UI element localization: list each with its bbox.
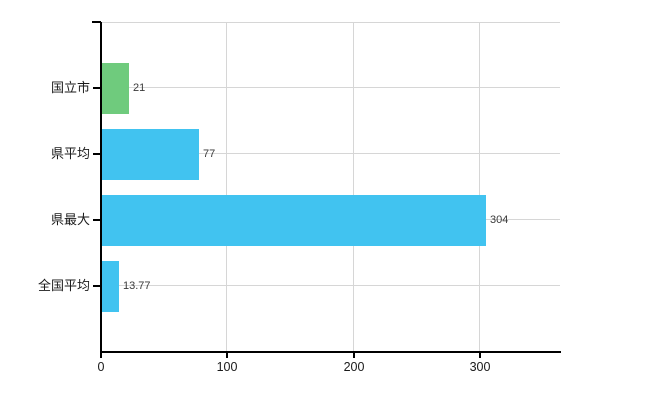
value-label: 21 [133, 82, 146, 94]
h-gridline [101, 87, 560, 88]
category-tick [93, 285, 101, 287]
v-gridline [353, 22, 354, 352]
category-tick [93, 219, 101, 221]
category-tick [93, 87, 101, 89]
x-tick-label: 0 [97, 360, 105, 374]
value-label: 304 [490, 214, 509, 226]
plot-top-border [101, 22, 560, 23]
category-label: 国立市 [50, 80, 90, 95]
x-tick-label: 200 [343, 360, 365, 374]
category-tick [93, 153, 101, 155]
value-label: 77 [203, 148, 216, 160]
bar [102, 195, 486, 246]
x-tick [226, 352, 228, 358]
bar [102, 129, 199, 180]
h-gridline [101, 285, 560, 286]
x-tick-label: 100 [216, 360, 238, 374]
category-label: 県最大 [50, 212, 90, 227]
category-label: 県平均 [50, 146, 90, 161]
x-tick [353, 352, 355, 358]
x-axis [100, 351, 561, 353]
y-axis [100, 22, 102, 358]
category-label: 全国平均 [37, 278, 90, 293]
x-tick [479, 352, 481, 358]
h-gridline [101, 153, 560, 154]
x-tick-label: 300 [469, 360, 491, 374]
value-label: 13.77 [123, 280, 151, 292]
bar [102, 63, 129, 114]
v-gridline [479, 22, 480, 352]
bar [102, 261, 119, 312]
y-axis-top-tick [92, 21, 101, 23]
v-gridline [226, 22, 227, 352]
